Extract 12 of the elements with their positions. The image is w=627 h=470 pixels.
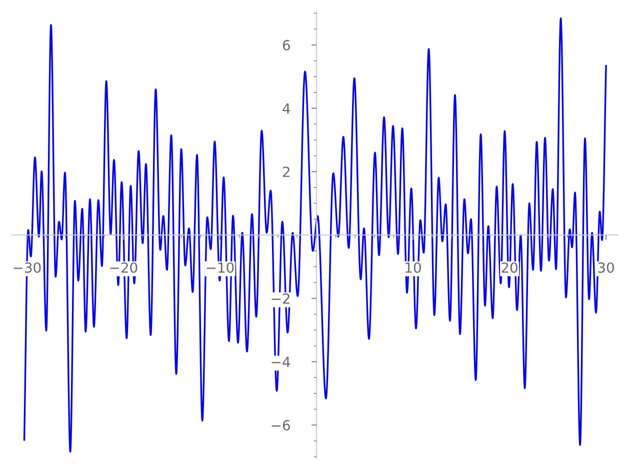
y-tick-label: −4 (272, 356, 290, 367)
y-tick-label: −6 (272, 420, 290, 431)
y-tick-label: 6 (282, 40, 290, 50)
y-tick-label: 4 (282, 103, 290, 114)
x-tick-label: −20 (110, 262, 138, 273)
x-tick-label: −30 (14, 262, 41, 273)
x-tick-label: 30 (598, 262, 614, 273)
x-tick-label: 20 (502, 262, 518, 273)
y-tick-label: −2 (272, 293, 290, 304)
x-tick-label: −10 (206, 262, 234, 273)
y-tick-label: 2 (282, 166, 290, 177)
x-tick-label: 10 (406, 262, 421, 273)
